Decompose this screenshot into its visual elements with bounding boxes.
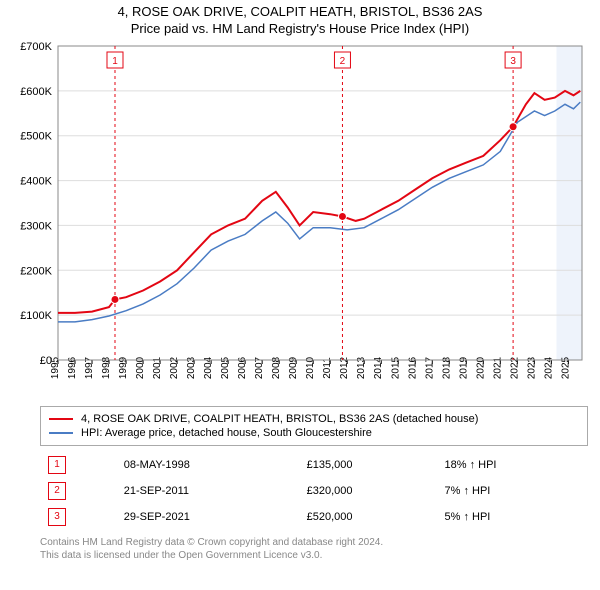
chart-area: £0£100K£200K£300K£400K£500K£600K£700K199… — [10, 40, 590, 400]
event-row: 1 08-MAY-1998£135,00018% ↑ HPI — [40, 452, 588, 478]
event-delta: 7% ↑ HPI — [437, 478, 588, 504]
svg-text:3: 3 — [510, 56, 516, 67]
title-address: 4, ROSE OAK DRIVE, COALPIT HEATH, BRISTO… — [0, 4, 600, 19]
svg-text:£700K: £700K — [20, 41, 52, 53]
events-table: 1 08-MAY-1998£135,00018% ↑ HPI 2 21-SEP-201… — [40, 452, 588, 530]
event-price: £520,000 — [299, 504, 437, 530]
legend-row: HPI: Average price, detached house, Sout… — [49, 427, 579, 439]
svg-text:£300K: £300K — [20, 220, 52, 232]
event-price: £320,000 — [299, 478, 437, 504]
svg-text:1: 1 — [112, 56, 118, 67]
legend-swatch — [49, 418, 73, 420]
line-chart-svg: £0£100K£200K£300K£400K£500K£600K£700K199… — [10, 40, 590, 400]
event-marker-box: 3 — [48, 508, 66, 526]
legend-swatch — [49, 432, 73, 434]
svg-text:£400K: £400K — [20, 176, 52, 188]
attribution-text: Contains HM Land Registry data © Crown c… — [40, 536, 588, 562]
event-marker-box: 2 — [48, 482, 66, 500]
attribution-line2: This data is licensed under the Open Gov… — [40, 549, 588, 562]
svg-text:2: 2 — [340, 56, 346, 67]
svg-text:£600K: £600K — [20, 86, 52, 98]
attribution-line1: Contains HM Land Registry data © Crown c… — [40, 536, 588, 549]
event-delta: 18% ↑ HPI — [437, 452, 588, 478]
event-date: 29-SEP-2021 — [116, 504, 299, 530]
event-marker-box: 1 — [48, 456, 66, 474]
event-row: 2 21-SEP-2011£320,0007% ↑ HPI — [40, 478, 588, 504]
event-row: 3 29-SEP-2021£520,0005% ↑ HPI — [40, 504, 588, 530]
event-delta: 5% ↑ HPI — [437, 504, 588, 530]
event-price: £135,000 — [299, 452, 437, 478]
chart-title-block: 4, ROSE OAK DRIVE, COALPIT HEATH, BRISTO… — [0, 0, 600, 36]
legend-label: HPI: Average price, detached house, Sout… — [81, 427, 372, 439]
legend-box: 4, ROSE OAK DRIVE, COALPIT HEATH, BRISTO… — [40, 406, 588, 446]
legend-row: 4, ROSE OAK DRIVE, COALPIT HEATH, BRISTO… — [49, 413, 579, 425]
svg-text:£100K: £100K — [20, 310, 52, 322]
title-subtitle: Price paid vs. HM Land Registry's House … — [0, 21, 600, 36]
svg-text:£500K: £500K — [20, 131, 52, 143]
legend-label: 4, ROSE OAK DRIVE, COALPIT HEATH, BRISTO… — [81, 413, 478, 425]
svg-text:£200K: £200K — [20, 265, 52, 277]
event-date: 08-MAY-1998 — [116, 452, 299, 478]
event-date: 21-SEP-2011 — [116, 478, 299, 504]
